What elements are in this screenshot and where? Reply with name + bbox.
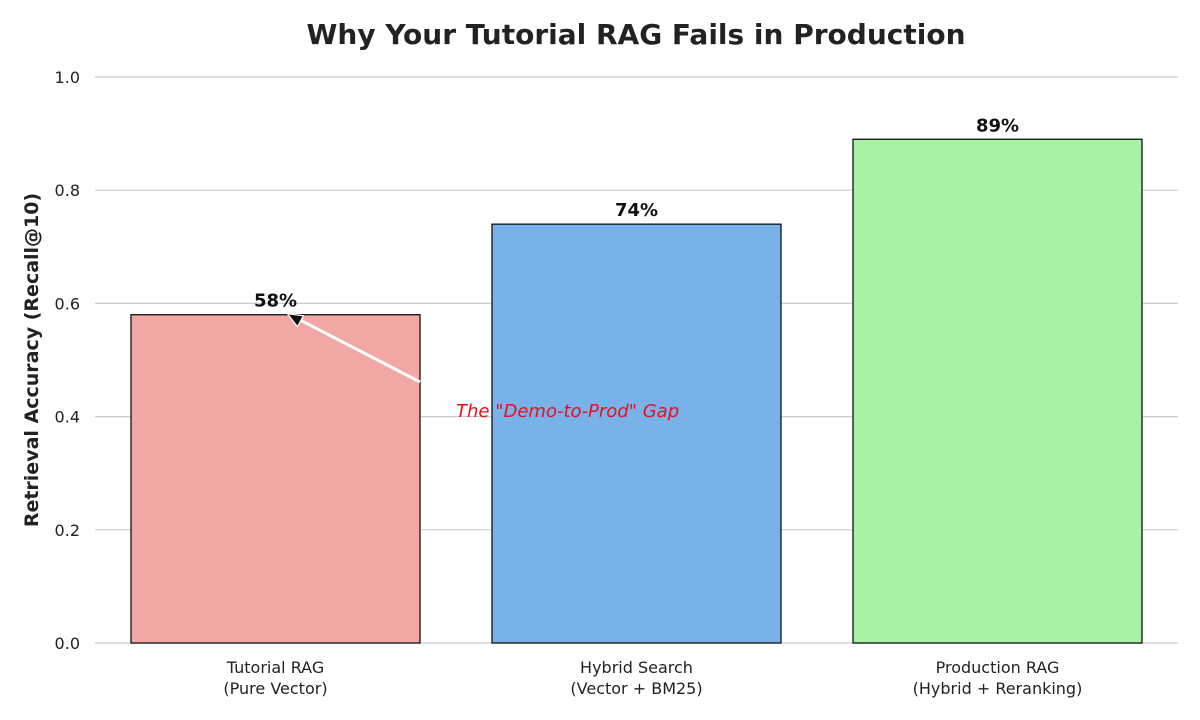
annotation-text: The "Demo-to-Prod" Gap xyxy=(456,401,679,422)
data-labels: 58% 74% 89% xyxy=(254,115,1019,311)
annotation-arrow-line xyxy=(296,317,421,384)
x-tick-label: (Hybrid + Reranking) xyxy=(913,679,1083,698)
bar xyxy=(491,223,782,644)
y-tick-label: 0.6 xyxy=(55,294,80,313)
chart-title: Why Your Tutorial RAG Fails in Productio… xyxy=(307,18,966,51)
x-tick-label: Hybrid Search xyxy=(580,658,693,677)
y-tick-label: 0.4 xyxy=(55,408,80,427)
y-tick-labels: 0.0 0.2 0.4 0.6 0.8 1.0 xyxy=(55,68,80,653)
data-label: 58% xyxy=(254,291,297,312)
x-tick-label: Tutorial RAG xyxy=(226,658,324,677)
y-tick-label: 0.8 xyxy=(55,181,80,200)
x-tick-label: Production RAG xyxy=(936,658,1060,677)
annotation: The "Demo-to-Prod" Gap xyxy=(286,312,679,422)
y-tick-label: 1.0 xyxy=(55,68,80,87)
y-tick-label: 0.2 xyxy=(55,521,80,540)
y-tick-label: 0.0 xyxy=(55,634,80,653)
y-axis-label: Retrieval Accuracy (Recall@10) xyxy=(21,193,43,527)
data-label: 89% xyxy=(976,115,1019,136)
bars xyxy=(130,138,1143,644)
data-label: 74% xyxy=(615,200,658,221)
bar xyxy=(852,138,1143,644)
x-tick-label: (Vector + BM25) xyxy=(570,679,702,698)
bar xyxy=(130,314,421,644)
x-tick-label: (Pure Vector) xyxy=(223,679,327,698)
annotation-arrow-head xyxy=(286,312,305,328)
x-tick-labels: Tutorial RAG (Pure Vector) Hybrid Search (V… xyxy=(223,658,1082,698)
